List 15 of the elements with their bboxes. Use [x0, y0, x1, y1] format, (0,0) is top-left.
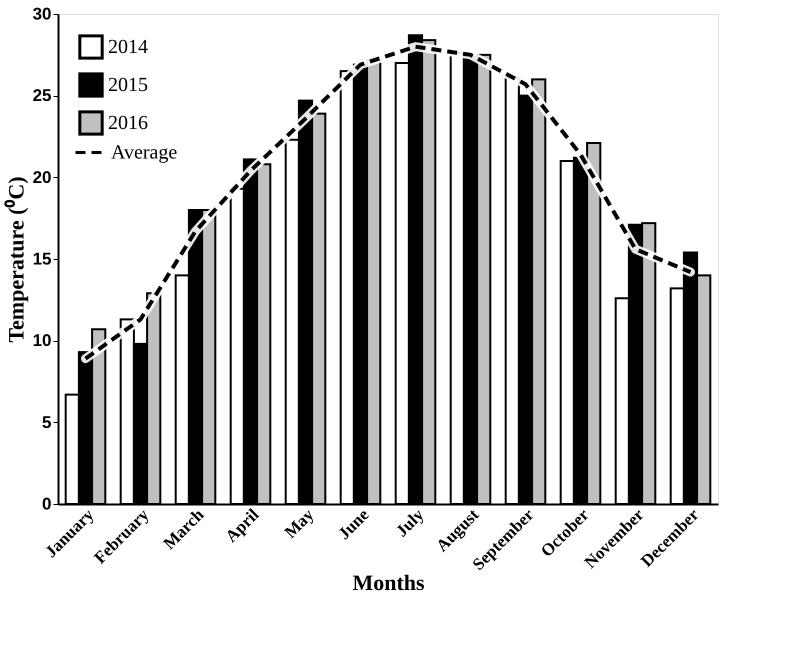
y-tick-label: 0 — [42, 494, 52, 514]
y-tick-label: 30 — [32, 4, 52, 24]
y-tick-label: 5 — [42, 412, 52, 432]
legend-label: Average — [111, 142, 178, 164]
y-axis-title: Temperature (⁰C) — [4, 176, 29, 343]
y-tick-label: 15 — [32, 250, 52, 268]
x-tick-label: July — [392, 504, 428, 541]
x-axis-title: Months — [352, 570, 425, 596]
legend-label: 2014 — [108, 36, 148, 58]
legend-label: 2015 — [108, 74, 148, 96]
y-tick-label: 20 — [32, 168, 52, 187]
y-tick-label: 25 — [32, 86, 52, 106]
legend-label: 2016 — [108, 112, 148, 134]
y-tick-label: 10 — [32, 331, 52, 350]
x-tick-label: May — [280, 504, 318, 542]
